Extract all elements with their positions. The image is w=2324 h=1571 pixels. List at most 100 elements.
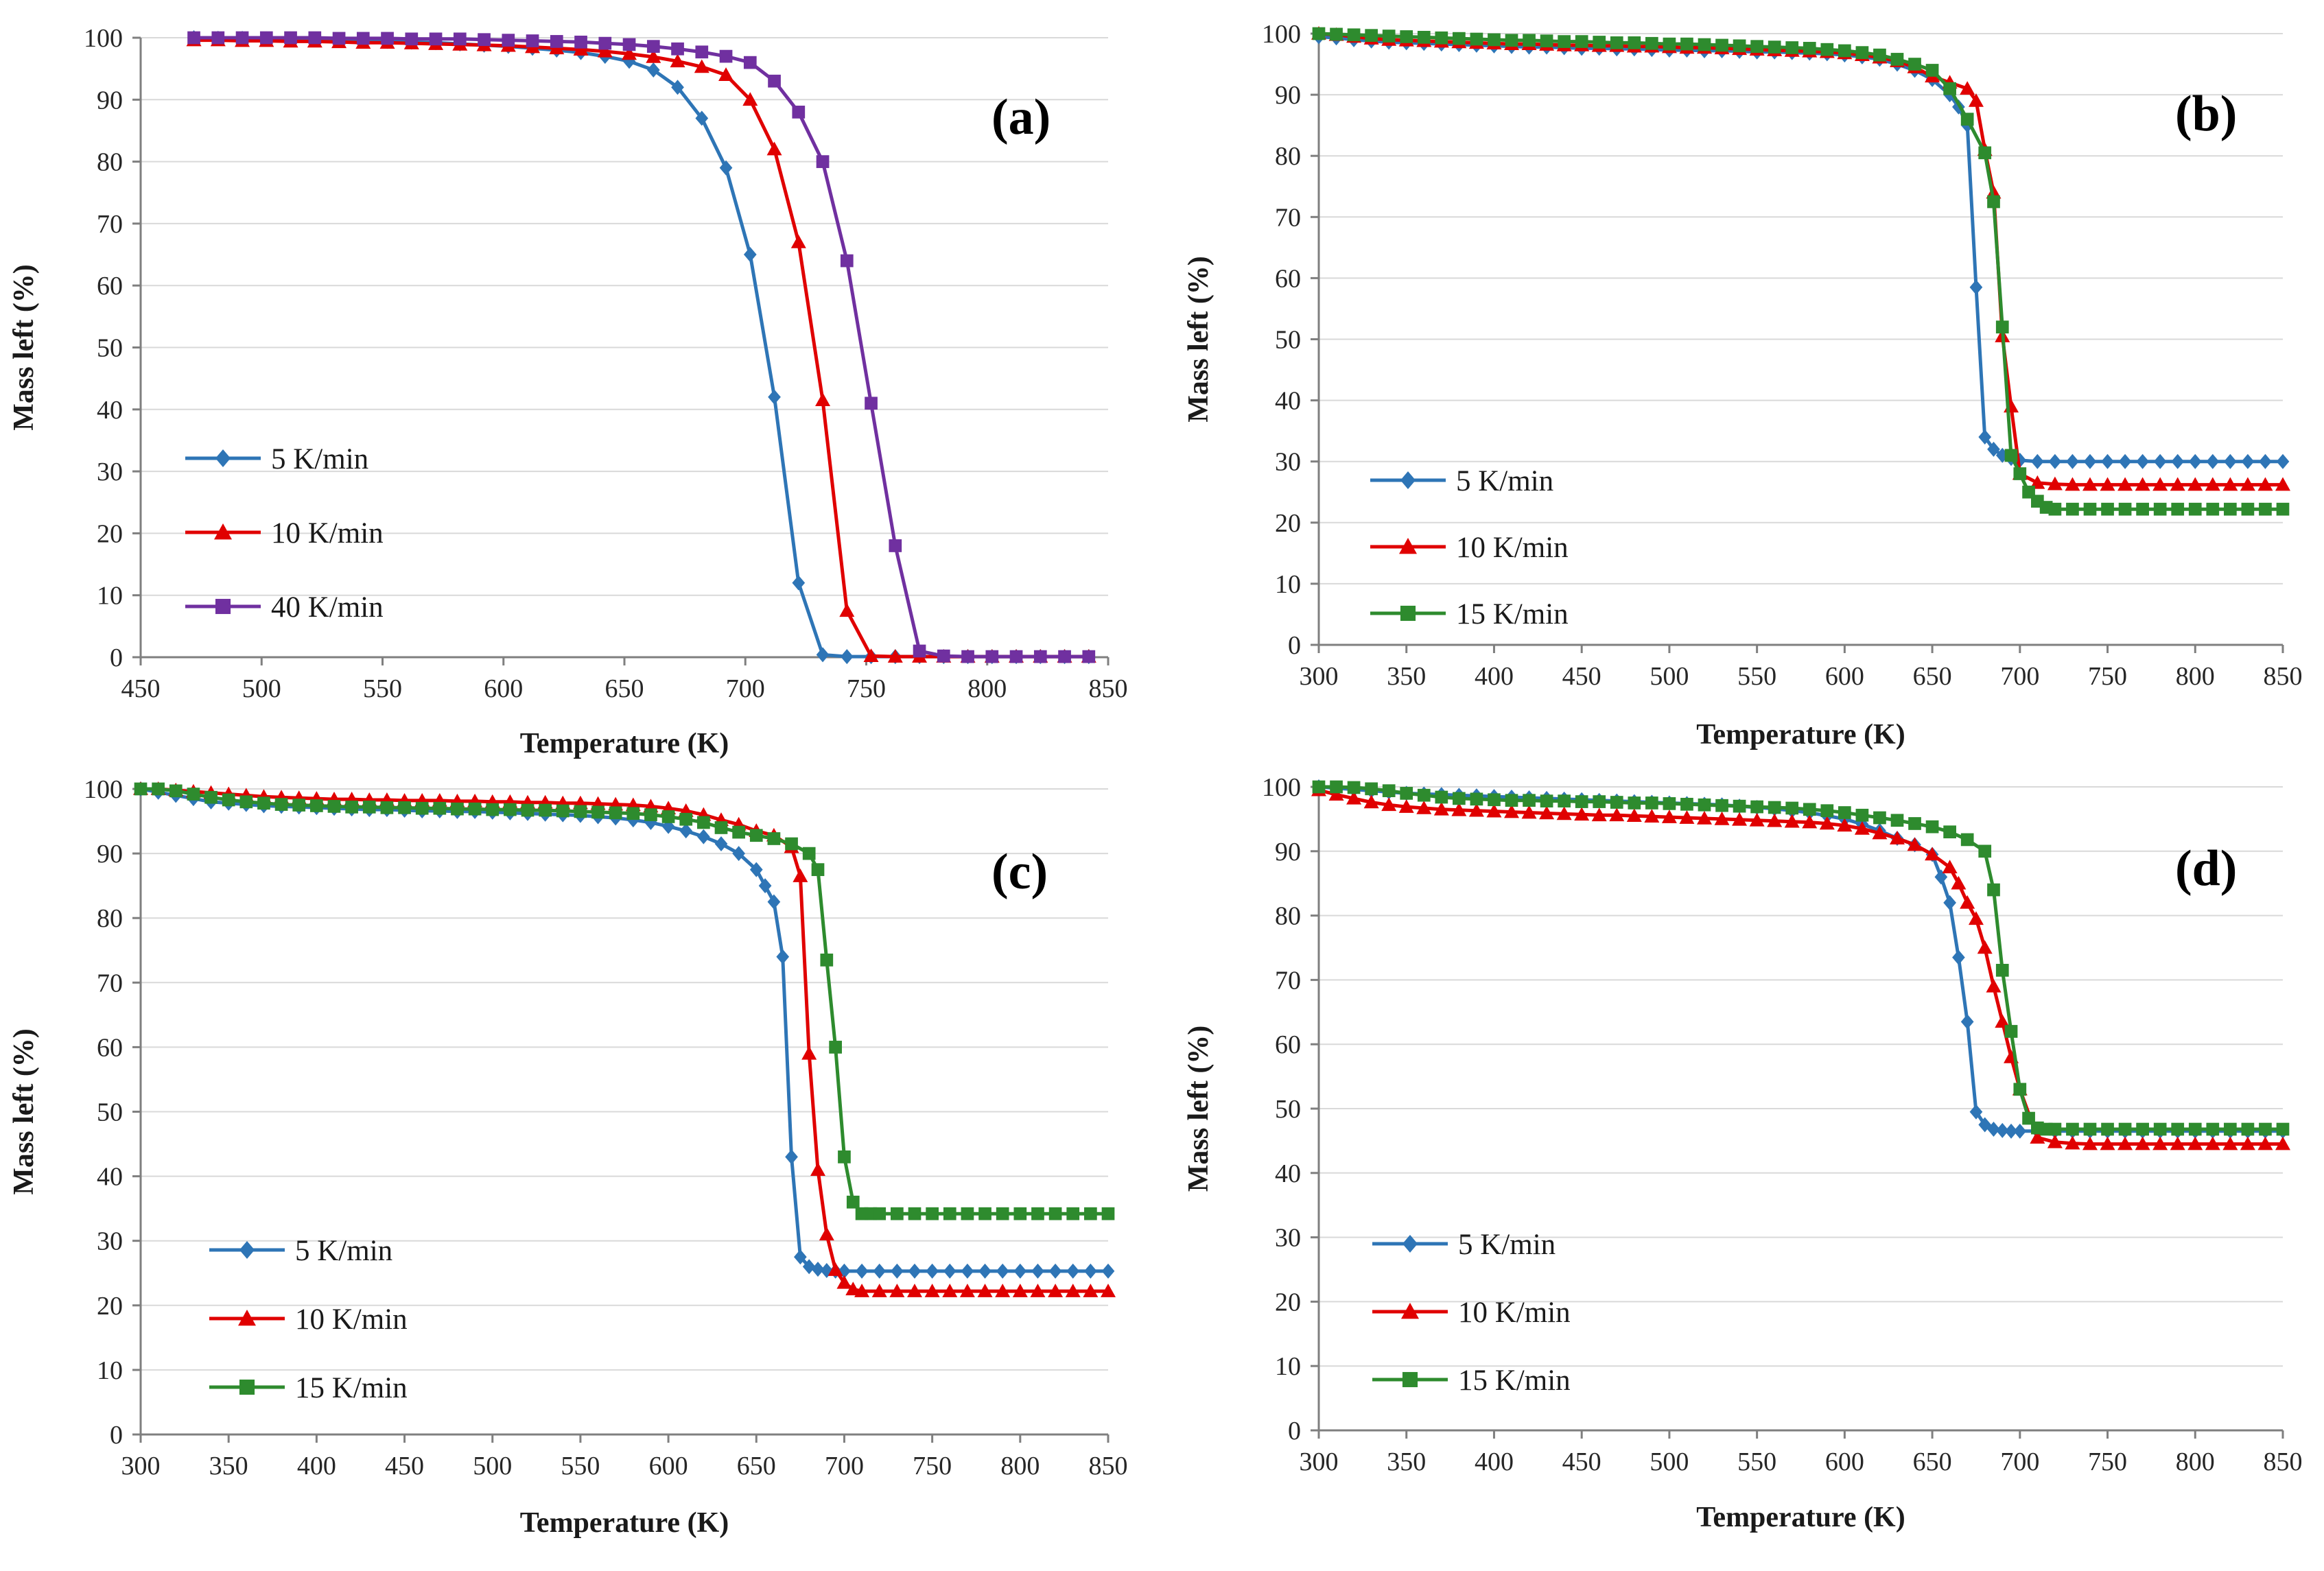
data-point: [1381, 797, 1397, 812]
y-tick-label: 50: [1275, 1095, 1301, 1124]
data-point: [815, 392, 831, 407]
data-point: [2083, 502, 2097, 516]
x-tick-label: 650: [737, 1452, 776, 1480]
y-tick-label: 60: [97, 272, 123, 300]
data-point: [2013, 1123, 2027, 1139]
y-axis-title: Mass left (%): [8, 264, 40, 431]
data-point: [1365, 782, 1378, 796]
panel-label: (d): [2175, 840, 2237, 897]
data-point: [802, 847, 816, 860]
legend: 5 K/min 10 K/min 15 K/min: [1372, 1229, 1571, 1397]
y-tick-label: 20: [97, 519, 123, 548]
data-point: [1453, 792, 1466, 805]
data-point: [1488, 793, 1501, 807]
data-point: [1715, 799, 1728, 812]
data-point: [2240, 477, 2255, 491]
legend-marker: [215, 598, 231, 615]
data-point: [1363, 794, 1379, 809]
data-point: [1347, 781, 1361, 794]
data-point: [1644, 809, 1660, 823]
data-point: [2170, 477, 2185, 491]
data-point: [1048, 1284, 1064, 1297]
data-point: [1558, 794, 1571, 807]
x-tick-label: 850: [2264, 1448, 2303, 1476]
data-point: [749, 862, 763, 877]
series-5-k-min: [134, 781, 1115, 1279]
data-point: [2224, 1122, 2237, 1136]
legend-marker: [1400, 605, 1416, 622]
x-tick-label: 400: [1475, 662, 1514, 691]
y-tick-label: 70: [97, 210, 123, 239]
data-point: [1558, 35, 1571, 48]
data-point: [1715, 38, 1728, 52]
data-point: [1820, 804, 1834, 818]
data-point: [1435, 790, 1448, 804]
data-point: [1951, 875, 1967, 890]
data-point: [1505, 794, 1518, 807]
data-point: [889, 1284, 905, 1297]
data-point: [1987, 195, 2000, 209]
data-point: [697, 816, 710, 829]
data-point: [816, 155, 830, 168]
y-tick-label: 100: [84, 775, 123, 804]
series-line: [1318, 785, 2283, 1133]
data-point: [2118, 453, 2132, 469]
data-point: [1033, 650, 1047, 663]
data-point: [1009, 650, 1023, 663]
panel-label: (b): [2175, 86, 2237, 142]
y-tick-label: 70: [1275, 203, 1301, 232]
data-point: [1768, 801, 1781, 814]
data-point: [1873, 48, 1886, 62]
data-point: [433, 801, 447, 815]
y-tick-label: 20: [1275, 509, 1301, 538]
legend-marker: [239, 1241, 255, 1259]
y-tick-label: 10: [97, 1356, 123, 1385]
data-point: [235, 31, 249, 45]
data-point: [836, 1275, 852, 1289]
data-point: [840, 254, 854, 268]
y-tick-label: 40: [1275, 1159, 1301, 1188]
data-point: [845, 1281, 861, 1296]
data-point: [486, 803, 500, 816]
data-point: [259, 31, 273, 45]
data-point: [398, 801, 411, 814]
x-tick-label: 350: [209, 1452, 248, 1480]
data-point: [526, 34, 539, 47]
data-point: [1030, 1284, 1046, 1297]
data-point: [1645, 796, 1658, 810]
data-point: [1593, 36, 1606, 49]
data-point: [2048, 453, 2062, 469]
y-tick-label: 60: [97, 1033, 123, 1062]
data-point: [718, 67, 734, 81]
x-tick-label: 800: [1000, 1452, 1040, 1480]
y-tick-label: 30: [97, 1227, 123, 1256]
data-point: [1523, 34, 1536, 47]
data-point: [187, 31, 200, 45]
data-point: [863, 648, 879, 662]
data-point: [609, 806, 622, 820]
data-point: [1048, 1207, 1062, 1220]
data-point: [1960, 81, 1975, 95]
data-point: [661, 810, 675, 823]
x-tick-label: 750: [847, 674, 886, 703]
data-point: [2135, 1136, 2150, 1150]
data-point: [187, 788, 200, 801]
data-point: [942, 1284, 958, 1297]
data-point: [1610, 796, 1623, 809]
data-point: [1698, 38, 1711, 51]
data-point: [2205, 1136, 2220, 1150]
data-point: [2276, 453, 2290, 469]
x-tick-label: 500: [473, 1452, 512, 1480]
y-tick-label: 40: [97, 396, 123, 425]
data-point: [1663, 37, 1676, 51]
legend-label: 10 K/min: [1458, 1297, 1571, 1329]
y-tick-label: 90: [1275, 81, 1301, 110]
data-point: [908, 1263, 922, 1279]
x-tick-label: 400: [297, 1452, 336, 1480]
data-point: [415, 801, 429, 815]
series-line: [141, 787, 1108, 1216]
data-point: [521, 803, 535, 817]
data-point: [1058, 650, 1071, 663]
x-tick-label: 600: [1825, 662, 1864, 691]
